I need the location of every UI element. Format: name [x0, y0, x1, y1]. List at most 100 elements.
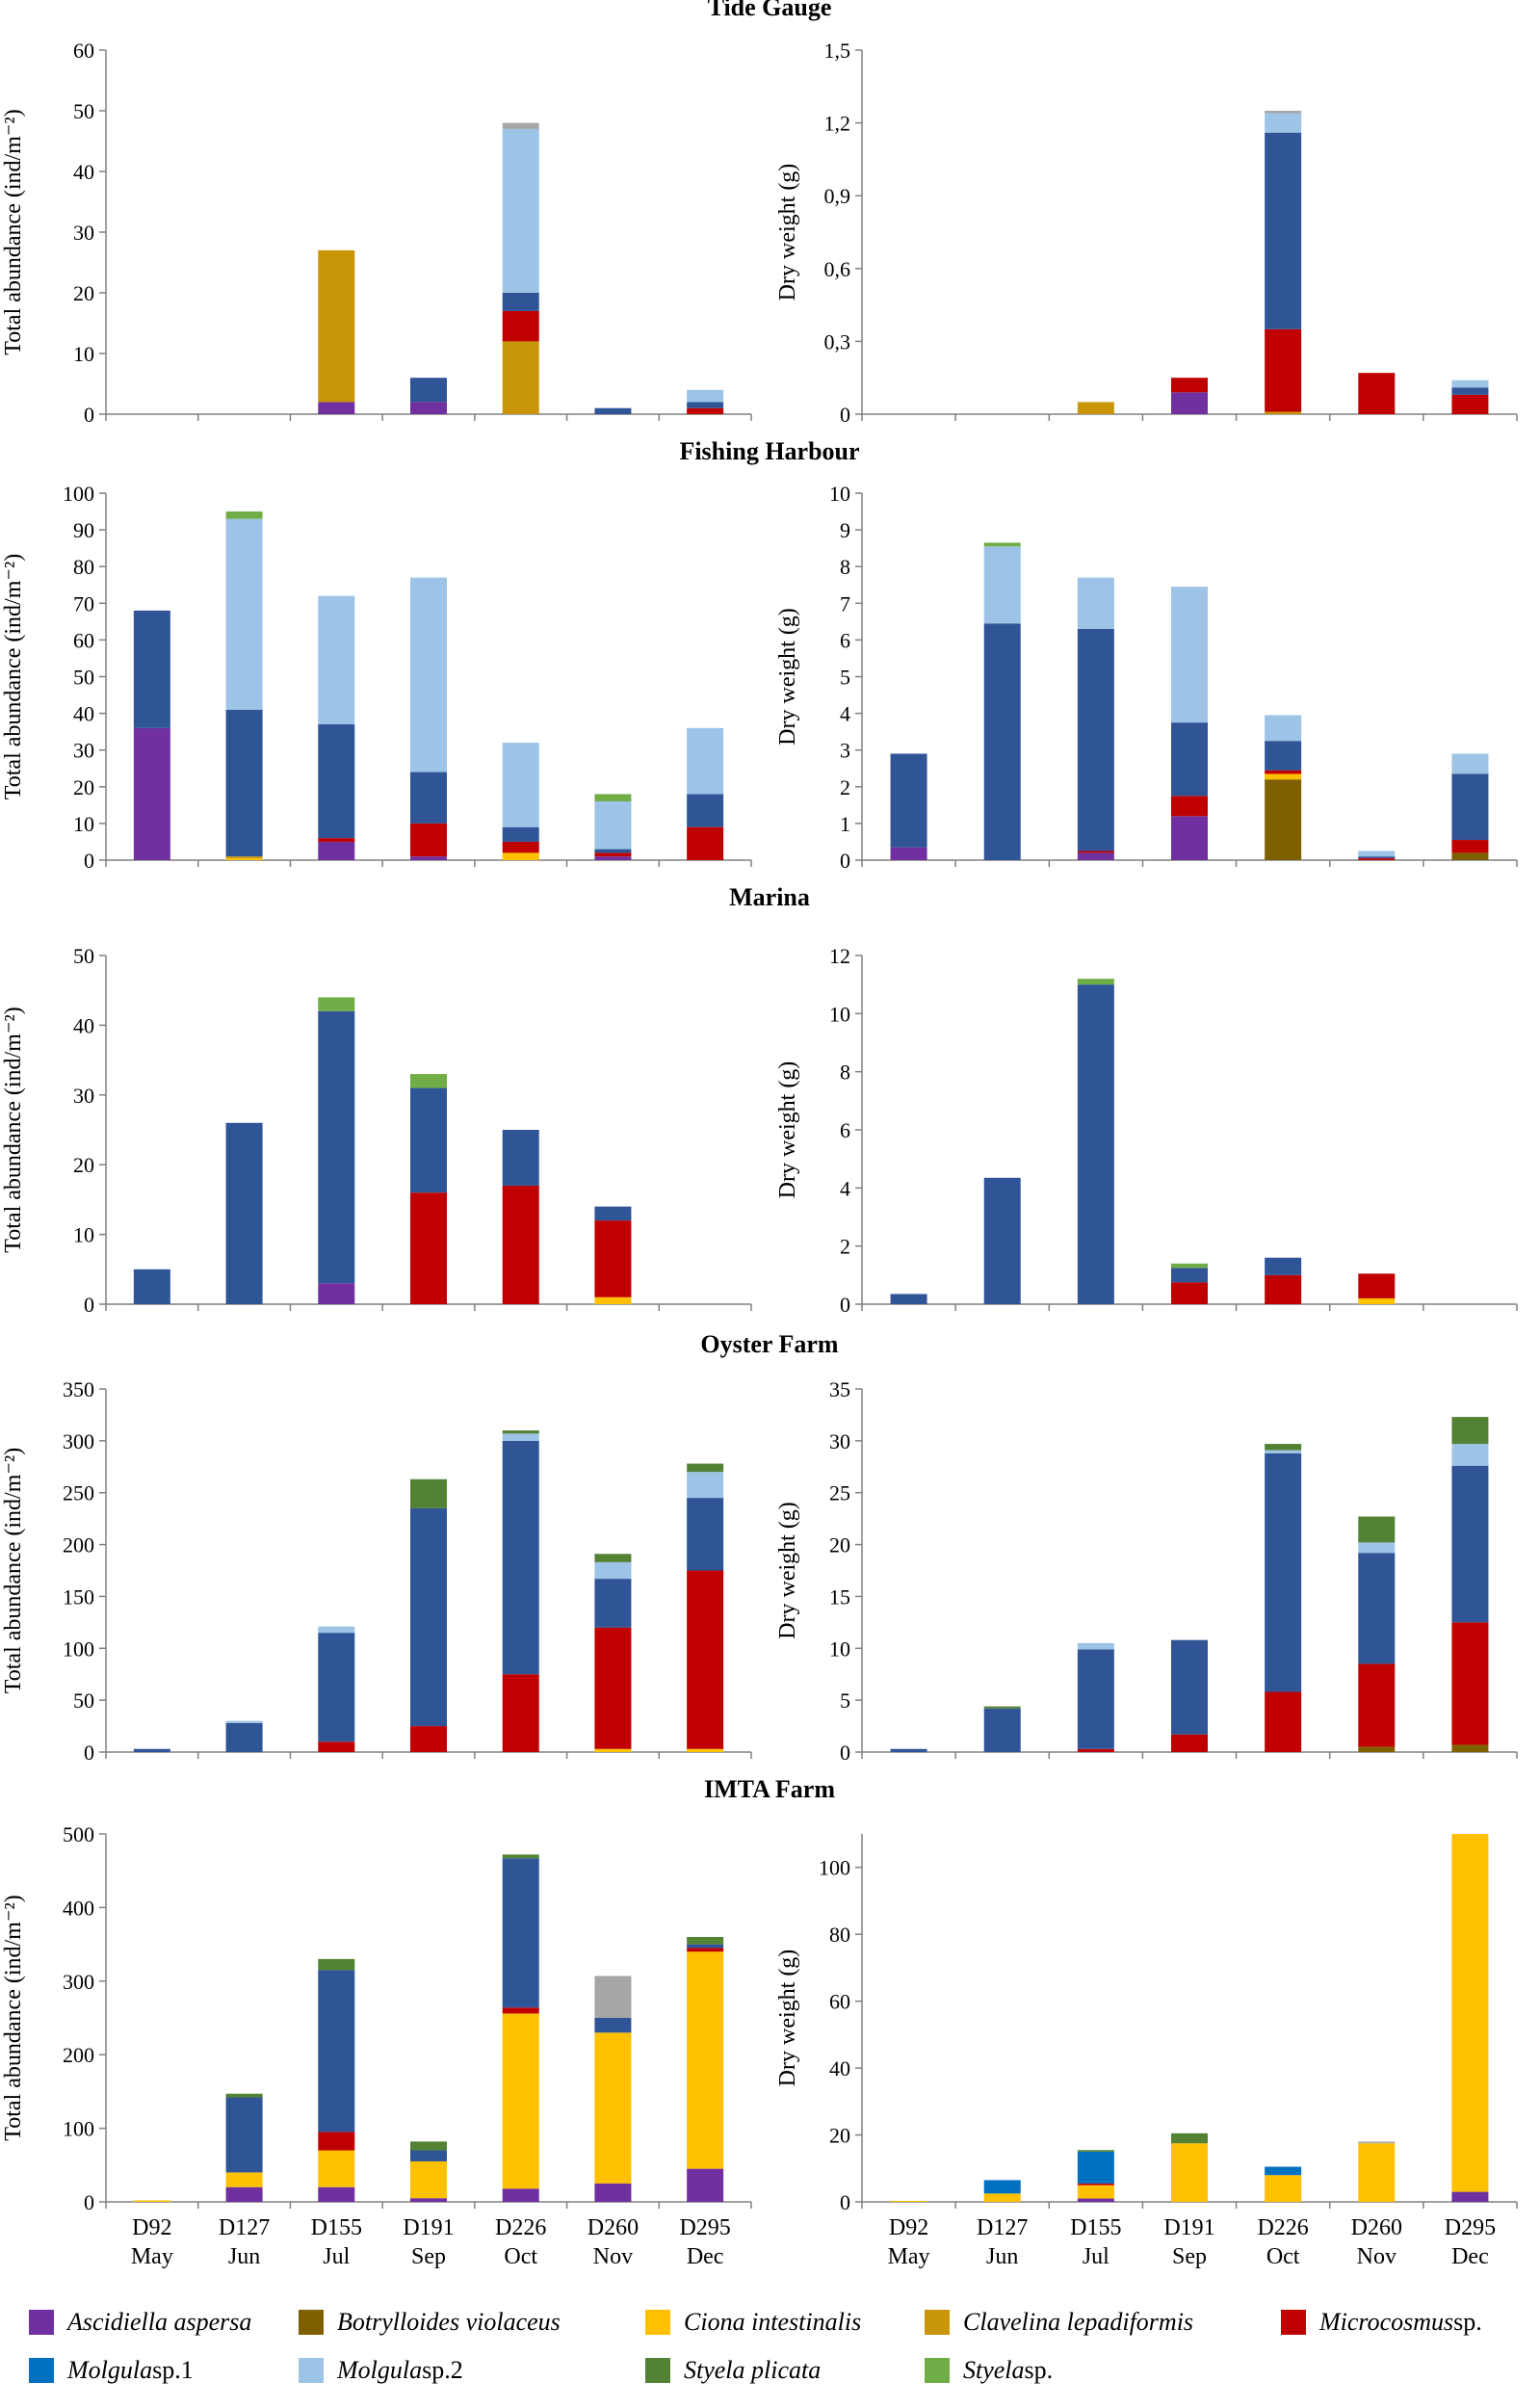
- legend-item-microcosmus-sp: Microcosmus sp.: [1281, 2308, 1482, 2337]
- legend-item-ciona-intestinalis: Ciona intestinalis: [645, 2308, 861, 2337]
- y-tick-label: 10: [829, 1002, 850, 1026]
- y-axis-label: Total abundance (ind/m⁻²): [1, 109, 26, 354]
- y-tick-label: 0,6: [824, 257, 851, 281]
- legend-swatch: [645, 2358, 670, 2383]
- bar-segment-aspersa: [410, 2198, 447, 2202]
- legend-label-suffix: sp.: [1453, 2308, 1482, 2336]
- y-axis-label: Dry weight (g): [775, 1502, 800, 1639]
- legend-label: Molgula: [67, 2356, 153, 2384]
- y-tick-label: 10: [73, 342, 94, 366]
- bar-segment-aspersa: [225, 2186, 263, 2202]
- legend-label: Ciona intestinalis: [684, 2308, 862, 2336]
- y-tick-label: 20: [73, 775, 94, 799]
- bar-segment-micro: [318, 2132, 355, 2151]
- bar-segment-gray: [1358, 2141, 1396, 2144]
- bar-segment-violaceus: [1265, 779, 1302, 860]
- bar-segment-dark_blue: [225, 1722, 263, 1752]
- x-tick-label-month: Jun: [228, 2244, 260, 2269]
- bar-segment-molg2: [687, 1472, 724, 1499]
- legend-label: Styela: [963, 2356, 1025, 2384]
- y-tick-label: 10: [73, 1223, 94, 1247]
- bar-segment-micro: [318, 838, 355, 842]
- bar-segment-dark_blue: [410, 1087, 447, 1193]
- x-tick-label-day: D295: [679, 2215, 730, 2240]
- y-tick-label: 1,5: [824, 39, 851, 63]
- bar-segment-micro: [1265, 1691, 1302, 1752]
- x-tick-label-day: D226: [495, 2215, 546, 2240]
- legend-label: Styela plicata: [684, 2356, 822, 2384]
- bar-segment-micro: [410, 823, 447, 857]
- y-tick-label: 500: [63, 1822, 94, 1846]
- bar-segment-micro: [1077, 851, 1114, 853]
- y-tick-label: 8: [840, 1060, 850, 1085]
- legend-swatch: [29, 2310, 54, 2335]
- bar-segment-clavelina: [502, 341, 539, 414]
- bar-segment-micro: [687, 1948, 724, 1952]
- y-tick-label: 100: [63, 482, 94, 506]
- bar-segment-micro: [410, 1192, 447, 1304]
- bar-segment-dark_blue: [318, 1970, 355, 2133]
- bar-segment-micro: [594, 852, 632, 857]
- bar-segment-dark_blue: [133, 1748, 170, 1752]
- y-tick-label: 300: [63, 1970, 94, 1994]
- x-tick-label-day: D155: [1070, 2215, 1121, 2240]
- y-axis-label: Total abundance (ind/m⁻²): [1, 1007, 26, 1252]
- bar-segment-micro: [502, 310, 539, 342]
- bar-segment-molg2: [502, 1433, 539, 1441]
- legend-item-molgula-sp1: Molgula sp.1: [29, 2356, 194, 2385]
- bar-segment-plicata: [687, 1936, 724, 1945]
- legend-label-suffix: sp.1: [152, 2356, 194, 2384]
- legend-item-clavelina-lepadiformis: Clavelina lepadiformis: [925, 2308, 1193, 2337]
- bar-segment-ciona: [983, 2193, 1021, 2202]
- x-tick-label-day: D191: [1163, 2215, 1214, 2240]
- bar-segment-plicata: [1077, 2150, 1114, 2152]
- y-axis-label: Dry weight (g): [775, 164, 800, 301]
- bar-segment-molg2: [1077, 577, 1114, 629]
- x-tick-label-day: D92: [132, 2215, 171, 2240]
- y-tick-label: 90: [73, 518, 94, 542]
- y-tick-label: 0: [840, 403, 850, 427]
- bar-segment-dark_blue: [318, 1010, 355, 1284]
- panel-title: Marina: [729, 883, 810, 911]
- bar-segment-micro: [1451, 394, 1489, 414]
- bar-segment-molg2: [594, 801, 632, 850]
- bar-segment-dark_blue: [1265, 741, 1302, 771]
- y-tick-label: 10: [829, 1636, 850, 1661]
- bar-segment-dark_blue: [133, 1269, 170, 1304]
- bar-segment-plicata: [225, 2093, 263, 2098]
- y-tick-label: 30: [829, 1429, 850, 1453]
- y-tick-label: 20: [73, 281, 94, 305]
- bar-segment-micro: [502, 841, 539, 853]
- bar-segment-dark_blue: [1077, 1649, 1114, 1749]
- bar-segment-dark_blue: [1265, 1257, 1302, 1275]
- bar-segment-micro: [1451, 840, 1489, 853]
- bar-segment-molg2: [1358, 1542, 1396, 1554]
- bar-segment-dark_blue: [1077, 628, 1114, 851]
- bar-segment-dark_blue: [410, 772, 447, 824]
- bar-segment-aspersa: [1171, 392, 1208, 414]
- x-tick-label-month: Oct: [504, 2244, 537, 2269]
- legend-label: Ascidiella aspersa: [67, 2308, 252, 2336]
- bar-segment-ciona: [594, 2032, 632, 2184]
- bar-segment-micro: [1171, 796, 1208, 817]
- y-tick-label: 350: [63, 1377, 94, 1401]
- bar-segment-dark_blue: [983, 1708, 1021, 1752]
- bar-segment-molg2: [225, 518, 263, 710]
- y-tick-label: 3: [840, 739, 850, 763]
- bar-segment-ciona: [687, 1951, 724, 2169]
- x-tick-label-day: D260: [1351, 2215, 1402, 2240]
- y-tick-label: 30: [73, 221, 94, 245]
- bar-segment-micro: [1171, 1734, 1208, 1752]
- y-tick-label: 10: [73, 812, 94, 836]
- bar-segment-molg2: [410, 577, 447, 772]
- bar-segment-micro: [687, 826, 724, 860]
- y-tick-label: 5: [840, 666, 850, 690]
- x-tick-label-month: Nov: [1357, 2244, 1396, 2269]
- bar-segment-molg2: [1265, 715, 1302, 742]
- x-tick-label-month: May: [888, 2244, 930, 2269]
- bar-segment-aspersa: [410, 856, 447, 860]
- bar-segment-dark_blue: [225, 709, 263, 857]
- y-tick-label: 250: [63, 1481, 94, 1505]
- y-axis-label: Dry weight (g): [775, 608, 800, 746]
- x-tick-label-month: May: [131, 2244, 173, 2269]
